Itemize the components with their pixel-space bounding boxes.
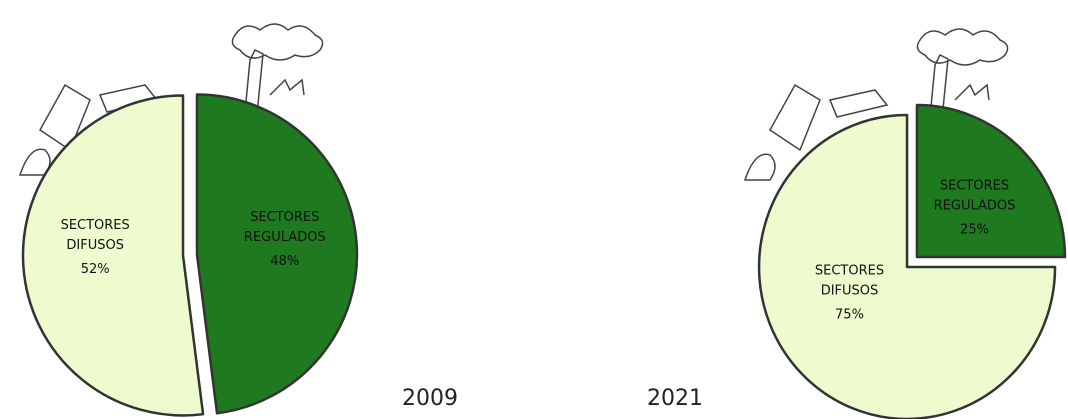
value-label: 25%	[960, 222, 989, 237]
value-label: 75%	[835, 308, 864, 323]
value-label: 52%	[81, 262, 110, 277]
pie-slice	[757, 113, 1057, 419]
pie-slice	[21, 94, 205, 417]
value-label: 48%	[270, 254, 299, 269]
slice-label: SECTORES REGULADOS	[244, 210, 326, 245]
slice-label: SECTORES REGULADOS	[934, 178, 1016, 213]
chart-title: 2009	[402, 386, 458, 411]
slice-label: SECTORES DIFUSOS	[815, 264, 884, 299]
pie-slice	[195, 93, 359, 415]
pie-slice	[915, 103, 1067, 259]
slice-label: SECTORES DIFUSOS	[61, 218, 130, 253]
chart-title: 2021	[647, 386, 703, 411]
decoration	[18, 23, 1009, 181]
